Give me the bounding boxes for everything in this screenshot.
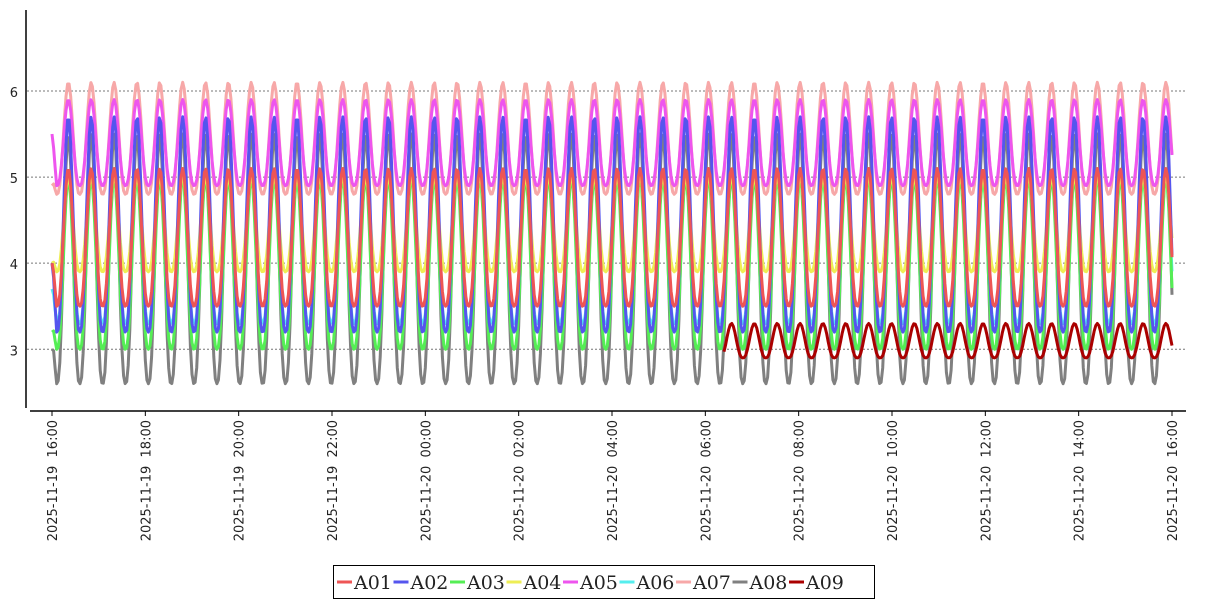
y-ticks: 3 4 5 6: [10, 86, 18, 359]
legend-item-a02: A02: [393, 572, 449, 594]
x-tick-label: 2025-11-20 16:00: [1166, 420, 1181, 541]
legend: A01 A02 A03 A04 A05 A06 A07 A08 A09: [333, 565, 875, 599]
legend-item-a07: A07: [676, 572, 731, 594]
y-tick-label: 6: [10, 86, 18, 101]
legend-label: A07: [692, 572, 731, 594]
series-line-a09: [722, 322, 1174, 360]
x-tick-label: 2025-11-19 16:00: [46, 420, 61, 541]
x-tick-label: 2025-11-19 22:00: [326, 420, 341, 541]
y-tick-label: 4: [10, 258, 18, 273]
legend-item-a06: A06: [619, 572, 675, 594]
x-ticks: 2025-11-19 16:00 2025-11-19 18:00 2025-11-…: [46, 411, 1181, 541]
series-lines: [50, 80, 1174, 386]
legend-item-a09: A09: [789, 572, 844, 594]
legend-label: A09: [805, 572, 844, 594]
legend-item-a05: A05: [563, 572, 618, 594]
series-line-a05: [50, 98, 1174, 188]
legend-label: A06: [636, 572, 675, 594]
x-tick-label: 2025-11-20 12:00: [979, 420, 994, 541]
legend-item-a01: A01: [337, 572, 392, 594]
y-tick-label: 5: [10, 172, 18, 187]
legend-label: A08: [749, 572, 788, 594]
legend-label: A01: [353, 572, 392, 594]
x-tick-label: 2025-11-20 10:00: [886, 420, 901, 541]
series-line-a01: [50, 167, 1174, 308]
legend-label: A04: [523, 572, 562, 594]
legend-box: [333, 565, 875, 599]
legend-item-a04: A04: [506, 572, 562, 594]
x-tick-label: 2025-11-20 04:00: [606, 420, 621, 541]
legend-label: A03: [466, 572, 505, 594]
x-tick-label: 2025-11-20 00:00: [419, 420, 434, 541]
x-tick-label: 2025-11-19 18:00: [139, 420, 154, 541]
y-tick-label: 3: [10, 344, 18, 359]
legend-item-a08: A08: [732, 572, 788, 594]
x-tick-label: 2025-11-20 08:00: [793, 420, 808, 541]
x-tick-label: 2025-11-19 20:00: [233, 420, 248, 541]
legend-label: A02: [410, 572, 449, 594]
x-tick-label: 2025-11-20 02:00: [513, 420, 528, 541]
x-tick-label: 2025-11-20 06:00: [699, 420, 714, 541]
legend-label: A05: [579, 572, 618, 594]
legend-item-a03: A03: [450, 572, 505, 594]
x-tick-label: 2025-11-20 14:00: [1073, 420, 1088, 541]
